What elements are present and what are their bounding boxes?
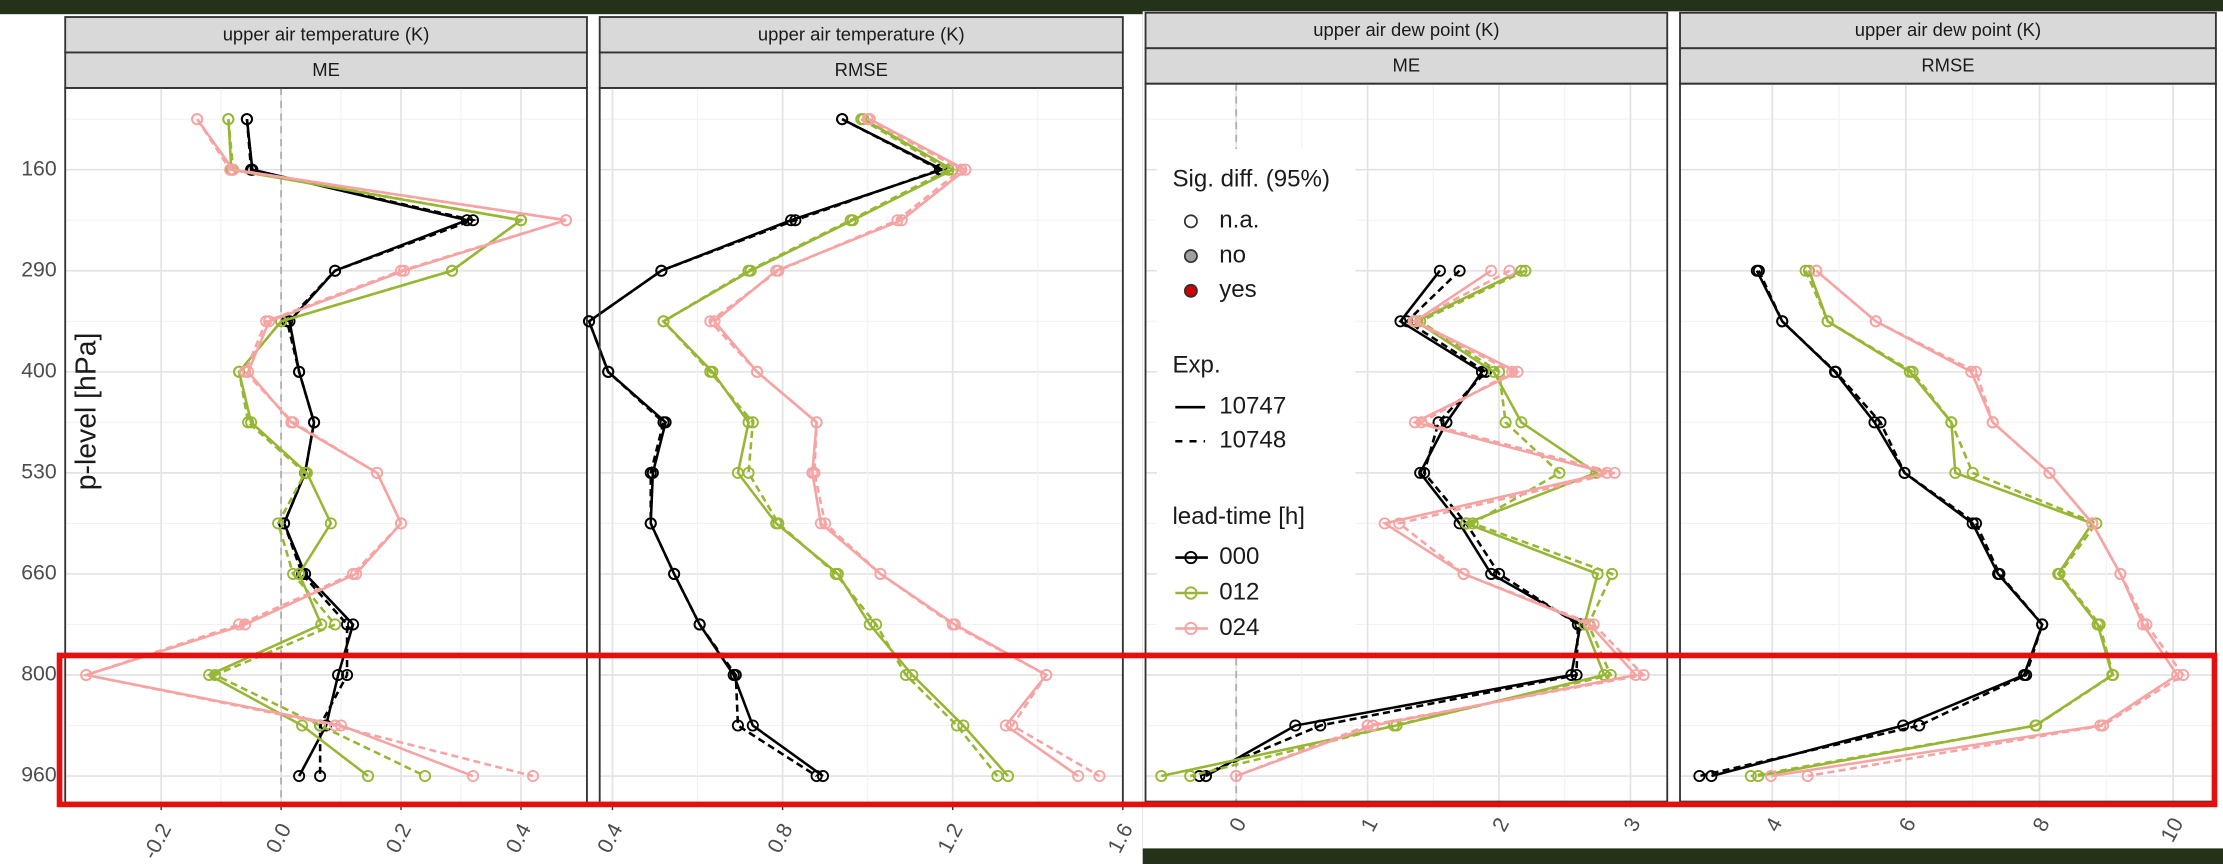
legend-symbol xyxy=(1185,250,1197,262)
plot-area xyxy=(1680,84,2216,802)
strip-title: upper air dew point (K) xyxy=(1855,19,2041,40)
y-tick-label: 290 xyxy=(21,257,56,281)
legend-title: lead-time [h] xyxy=(1172,503,1305,530)
legend-label: 000 xyxy=(1219,543,1259,570)
legend-title: Exp. xyxy=(1172,351,1220,378)
strip-title: upper air temperature (K) xyxy=(758,23,965,44)
figure: upper air temperature (K) ME 160 290 400 530 6… xyxy=(0,0,2223,864)
y-tick-label: 800 xyxy=(21,662,56,686)
plot-area xyxy=(65,88,587,804)
y-tick-label: 400 xyxy=(21,358,56,382)
legend-label: 012 xyxy=(1219,578,1259,605)
legend-label: 10747 xyxy=(1219,393,1286,420)
y-tick-label: 960 xyxy=(21,763,56,787)
legend-label: 10748 xyxy=(1219,427,1286,454)
legend-label: n.a. xyxy=(1219,207,1259,234)
strip-subtitle: ME xyxy=(312,59,340,80)
legend-label: yes xyxy=(1219,276,1256,303)
strip-title: upper air dew point (K) xyxy=(1313,19,1499,40)
y-tick-label: 160 xyxy=(21,156,56,180)
y-axis-title: p-level [hPa] xyxy=(70,333,102,491)
legend-label: 024 xyxy=(1219,614,1259,641)
legend-symbol xyxy=(1185,215,1197,227)
panels: upper air temperature (K) ME 160 290 400 530 6… xyxy=(21,13,2216,863)
y-tick-label: 660 xyxy=(21,561,56,585)
legend-label: no xyxy=(1219,241,1246,268)
strip-subtitle: RMSE xyxy=(835,59,888,80)
legend-title: Sig. diff. (95%) xyxy=(1172,166,1330,193)
strip-subtitle: ME xyxy=(1393,55,1421,76)
y-tick-label: 530 xyxy=(21,459,56,483)
strip-subtitle: RMSE xyxy=(1921,55,1974,76)
legend-symbol xyxy=(1185,285,1197,297)
strip-title: upper air temperature (K) xyxy=(223,23,430,44)
